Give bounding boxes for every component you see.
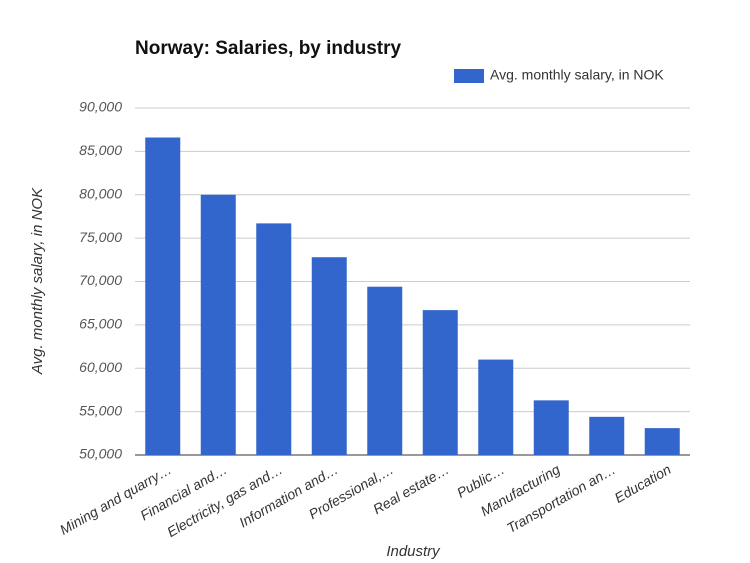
y-tick-label: 90,000 bbox=[79, 99, 122, 115]
x-tick-label: Education bbox=[612, 461, 674, 506]
chart-title: Norway: Salaries, by industry bbox=[135, 38, 402, 59]
y-tick-label: 85,000 bbox=[79, 142, 122, 158]
y-tick-label: 80,000 bbox=[79, 185, 122, 201]
bar bbox=[200, 194, 236, 455]
bar bbox=[644, 428, 680, 455]
legend-label: Avg. monthly salary, in NOK bbox=[490, 67, 664, 83]
y-tick-label: 60,000 bbox=[79, 359, 122, 375]
x-tick-label: Information and… bbox=[236, 461, 340, 531]
bar bbox=[145, 137, 181, 455]
bar bbox=[311, 257, 347, 455]
bar bbox=[589, 416, 625, 455]
y-axis-title: Avg. monthly salary, in NOK bbox=[29, 187, 46, 375]
bar bbox=[422, 310, 458, 455]
bar bbox=[533, 400, 569, 455]
y-tick-label: 50,000 bbox=[79, 446, 122, 462]
bar bbox=[367, 286, 403, 455]
bar bbox=[478, 359, 514, 455]
y-tick-label: 70,000 bbox=[79, 272, 122, 288]
x-axis-title: Industry bbox=[386, 543, 441, 560]
y-tick-label: 55,000 bbox=[79, 402, 122, 418]
legend-swatch bbox=[454, 69, 484, 83]
y-tick-label: 75,000 bbox=[79, 229, 122, 245]
y-tick-label: 65,000 bbox=[79, 316, 122, 332]
bar bbox=[256, 223, 292, 455]
